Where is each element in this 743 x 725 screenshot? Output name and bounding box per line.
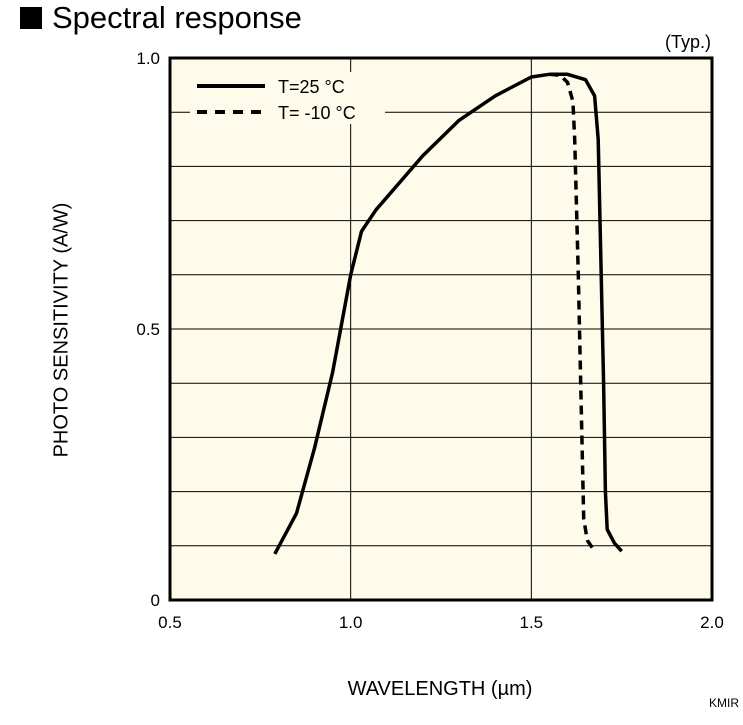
chart-title-text: Spectral response [52, 0, 302, 35]
legend-label-1: T= -10 °C [278, 103, 356, 123]
square-bullet-icon [20, 7, 42, 29]
chart-title: Spectral response [20, 0, 302, 36]
x-tick-label: 1.5 [520, 613, 544, 632]
x-axis-label: WAVELENGTH (µm) [347, 678, 533, 700]
x-tick-label: 0.5 [158, 613, 182, 632]
plot-border [168, 56, 714, 602]
series-line-0 [273, 72, 623, 555]
footer-code: KMIR [709, 696, 739, 710]
legend-label-0: T=25 °C [278, 77, 345, 97]
legend-background [190, 72, 385, 124]
y-tick-label: 0.5 [136, 320, 160, 339]
x-tick-label: 1.0 [339, 613, 363, 632]
x-tick-label: 2.0 [700, 613, 724, 632]
typ-note: (Typ.) [664, 32, 711, 52]
series-line-1 [549, 72, 595, 550]
y-tick-label: 1.0 [136, 49, 160, 68]
y-tick-label: 0 [151, 591, 160, 610]
